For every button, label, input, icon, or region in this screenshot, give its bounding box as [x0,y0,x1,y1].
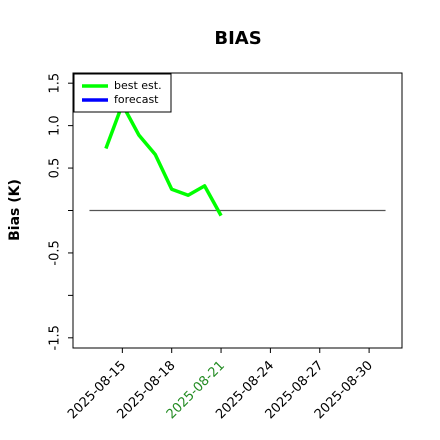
series-line [104,102,223,217]
y-tick-label: -1.5 [48,325,63,350]
y-tick-label: 1.0 [48,115,63,136]
chart-title: BIAS [214,28,261,49]
legend-label: forecast [114,93,159,106]
y-tick-label: 0.5 [48,158,63,179]
y-tick-label: 1.5 [48,73,63,94]
y-axis-label: Bias (K) [7,179,23,241]
legend-label: best est. [114,79,162,92]
y-tick-label: -0.5 [48,240,63,265]
legend-box [73,73,172,113]
